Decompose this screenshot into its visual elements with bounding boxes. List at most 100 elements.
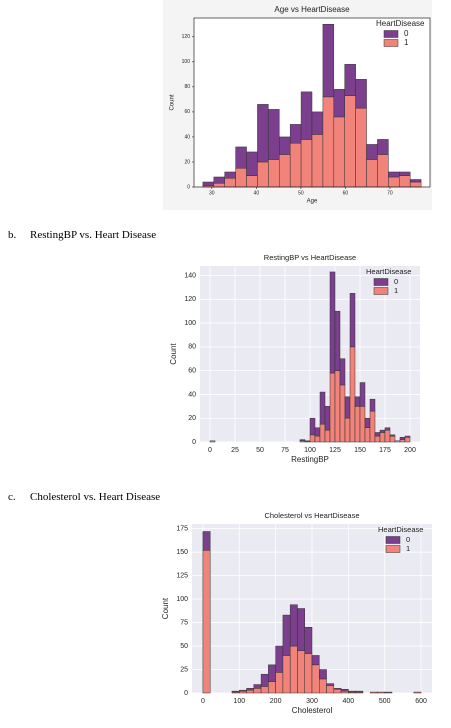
bar-segment <box>304 440 311 443</box>
bar-segment <box>377 691 385 694</box>
bar-segment <box>319 669 327 680</box>
bar-segment <box>202 181 215 186</box>
bar-segment <box>275 672 284 694</box>
bar-segment <box>388 176 400 188</box>
bar-segment <box>297 650 305 694</box>
bar-segment <box>324 406 331 431</box>
bar-segment <box>289 142 302 188</box>
bar-segment <box>311 655 320 666</box>
bar-segment <box>311 111 324 135</box>
bar-segment <box>329 372 336 443</box>
bar-segment <box>300 91 313 140</box>
bar-segment <box>279 136 291 155</box>
x-tick-label: 50 <box>256 447 264 454</box>
legend-swatch <box>383 39 399 47</box>
x-tick-label: 125 <box>329 447 341 454</box>
x-tick-label: 0 <box>208 447 212 454</box>
x-tick-label: 200 <box>270 698 282 705</box>
y-tick-label: 0 <box>192 439 196 446</box>
x-tick-label: 200 <box>404 447 416 454</box>
bar-segment <box>209 440 216 443</box>
bar-segment <box>354 396 361 407</box>
legend-title: HeartDisease <box>376 19 425 28</box>
bar-segment <box>354 406 361 443</box>
bar-segment <box>364 417 371 428</box>
bar-segment <box>289 645 298 694</box>
bar-segment <box>289 604 298 647</box>
bar-segment <box>384 429 391 443</box>
bar-segment <box>326 683 335 686</box>
y-axis-label: Count <box>161 597 170 619</box>
bar-segment <box>404 435 411 438</box>
bar-segment <box>329 271 336 374</box>
x-tick-label: 50 <box>298 190 304 196</box>
bar-segment <box>388 171 400 178</box>
bar-segment <box>304 653 313 694</box>
legend-swatch <box>383 30 399 38</box>
bar-segment <box>394 440 401 443</box>
bar-segment <box>289 124 302 144</box>
y-tick-label: 125 <box>176 572 188 579</box>
bar-segment <box>246 175 258 188</box>
bar-segment <box>282 614 291 656</box>
legend-label: 0 <box>404 29 409 38</box>
bar-segment <box>322 24 335 98</box>
legend-swatch <box>373 287 389 295</box>
chart-title: Cholesterol vs HeartDisease <box>264 511 359 520</box>
x-tick-label: 25 <box>231 447 239 454</box>
x-tick-label: 40 <box>254 190 260 196</box>
bar-segment <box>377 139 389 155</box>
y-tick-label: 80 <box>184 84 190 90</box>
bar-segment <box>202 531 211 551</box>
axes-frame <box>193 17 431 188</box>
y-tick-label: 0 <box>187 184 190 190</box>
bar-segment <box>322 96 335 188</box>
x-tick-label: 70 <box>387 190 393 196</box>
bar-segment <box>224 171 236 179</box>
x-tick-label: 600 <box>415 698 427 705</box>
y-tick-label: 40 <box>184 134 190 140</box>
caption: b. RestingBP vs. Heart Disease <box>8 229 156 241</box>
y-tick-label: 100 <box>182 59 191 65</box>
y-tick-label: 40 <box>188 391 196 398</box>
bar-segment <box>297 608 305 651</box>
bar-segment <box>333 688 342 694</box>
bar-segment <box>344 396 351 419</box>
bar-segment <box>355 690 364 693</box>
x-axis-label: RestingBP <box>291 455 329 464</box>
bar-segment <box>339 384 346 443</box>
bar-segment <box>340 690 349 694</box>
bar-segment <box>369 398 376 412</box>
bar-segment <box>409 179 422 183</box>
y-tick-label: 60 <box>184 109 190 115</box>
bar-segment <box>282 655 291 694</box>
bar-segment <box>235 167 247 188</box>
bar-segment <box>355 107 367 188</box>
bar-segment <box>366 159 378 188</box>
y-tick-label: 0 <box>184 690 188 697</box>
bar-segment <box>379 432 386 443</box>
bar-segment <box>319 423 326 443</box>
x-tick-label: 500 <box>379 698 391 705</box>
bar-segment <box>349 346 356 443</box>
bar-segment <box>253 684 262 689</box>
caption: c. Cholesterol vs. Heart Disease <box>8 491 160 503</box>
bar-segment <box>369 691 378 694</box>
y-tick-label: 100 <box>184 320 196 327</box>
bar-segment <box>246 688 255 691</box>
legend-label: 1 <box>394 286 398 295</box>
y-tick-label: 150 <box>176 549 188 556</box>
y-axis-label: Count <box>170 94 176 110</box>
bar-segment <box>334 310 341 371</box>
bar-segment <box>257 161 269 188</box>
x-tick-label: 300 <box>306 698 318 705</box>
chart-title: RestingBP vs HeartDisease <box>264 253 356 262</box>
bar-segment <box>319 391 326 425</box>
bar-segment <box>364 427 371 443</box>
bar-segment <box>333 688 342 690</box>
legend-label: 1 <box>404 38 409 47</box>
bar-segment <box>333 116 345 188</box>
bar-segment <box>311 134 324 188</box>
